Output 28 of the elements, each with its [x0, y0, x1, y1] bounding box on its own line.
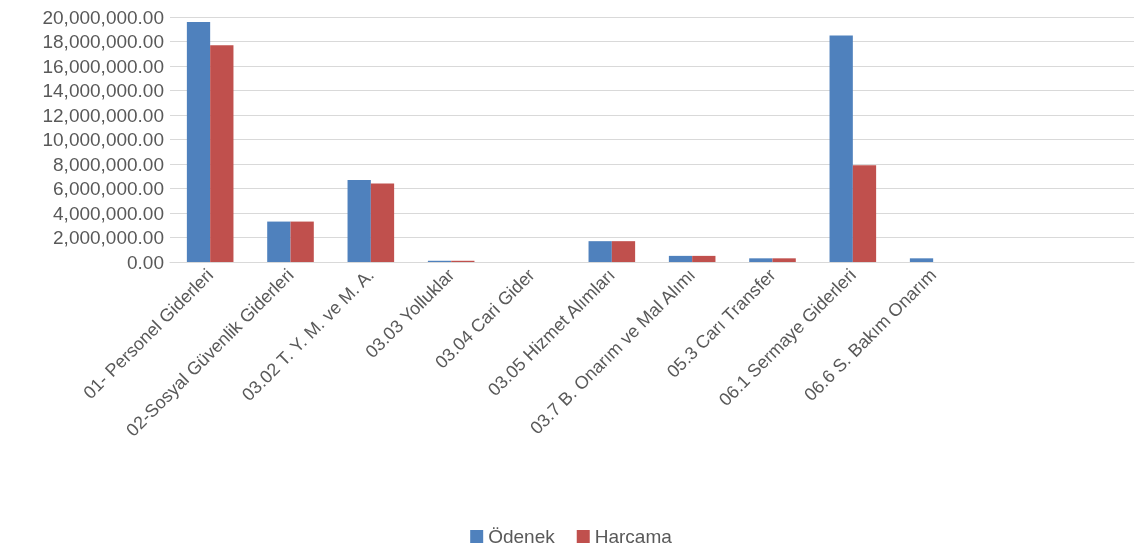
bar: [267, 221, 291, 262]
bar: [772, 258, 796, 262]
legend-label: Harcama: [594, 526, 673, 547]
bar: [370, 183, 395, 262]
y-tick-label: 10,000,000.00: [42, 129, 164, 150]
bar: [909, 258, 934, 262]
bar: [186, 21, 211, 262]
y-tick-label: 18,000,000.00: [42, 31, 164, 52]
legend-label: Ödenek: [488, 526, 556, 547]
y-tick-label: 14,000,000.00: [42, 80, 164, 101]
y-tick-label: 6,000,000.00: [53, 178, 164, 199]
y-tick-label: 12,000,000.00: [42, 104, 164, 126]
y-tick-label: 16,000,000.00: [42, 55, 164, 77]
y-tick-label: 20,000,000.00: [42, 6, 164, 28]
y-tick-label: 8,000,000.00: [53, 153, 164, 175]
bar: [829, 35, 853, 262]
y-tick-label: 0.00: [127, 251, 164, 273]
bar: [692, 255, 716, 262]
bar: [290, 221, 314, 262]
bar: [852, 165, 877, 262]
bar: [611, 241, 636, 262]
y-tick-label: 2,000,000.00: [53, 227, 164, 248]
bar: [588, 241, 612, 262]
bar: [749, 258, 773, 262]
bar: [347, 179, 371, 262]
bar: [210, 45, 234, 262]
y-tick-label: 4,000,000.00: [53, 202, 164, 224]
bar: [668, 255, 693, 262]
